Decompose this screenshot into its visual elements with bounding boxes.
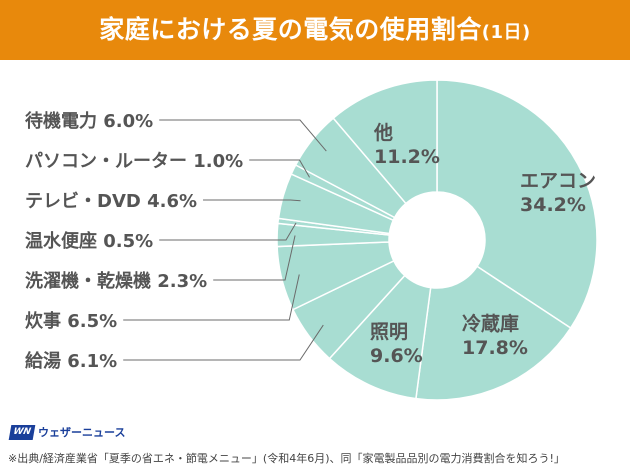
logo-text: ウェザーニュース: [38, 426, 126, 439]
legend-label: 待機電力 6.0%: [25, 110, 153, 132]
slice-0: [436, 79, 598, 330]
logo-mark: WN: [8, 424, 36, 440]
slice-value: 34.2%: [520, 194, 586, 216]
leader-line: [159, 119, 327, 152]
slice-1: [415, 265, 572, 401]
title-main: 家庭における夏の電気の使用割合: [99, 15, 482, 44]
slice-value: 11.2%: [374, 146, 440, 168]
leader-line: [249, 159, 310, 178]
slice-label: 冷蔵庫: [462, 312, 519, 335]
leader-line: [213, 235, 296, 281]
slice-label: エアコン: [520, 170, 596, 192]
title-suffix: (1日): [481, 22, 531, 43]
leader-line: [123, 274, 300, 321]
slice-10: [332, 79, 438, 205]
slice-label: 他: [373, 121, 393, 144]
slice-label: 照明: [370, 321, 408, 343]
legend-label: 給湯 6.1%: [25, 350, 117, 372]
leader-line: [123, 324, 324, 361]
legend-label: パソコン・ルーター 1.0%: [25, 151, 243, 172]
legend-label: 温水便座 0.5%: [25, 230, 153, 252]
legend-label: 炊事 6.5%: [25, 310, 117, 332]
weathernews-logo: WN ウェザーニュース: [8, 424, 126, 440]
legend-label: 洗濯機・乾燥機 2.3%: [25, 270, 207, 292]
slice-value: 17.8%: [462, 337, 528, 359]
title-banner: 家庭における夏の電気の使用割合(1日): [0, 0, 630, 60]
source-note: ※出典/経済産業省「夏季の省エネ・節電メニュー」(令和4年6月)、同「家電製品品…: [8, 452, 565, 465]
slices: [276, 79, 598, 401]
legend-label: テレビ・DVD 4.6%: [25, 191, 197, 212]
leader-line: [203, 199, 301, 202]
leader-line: [159, 222, 297, 241]
slice-value: 9.6%: [370, 345, 423, 367]
chart-title: 家庭における夏の電気の使用割合(1日): [0, 0, 630, 60]
